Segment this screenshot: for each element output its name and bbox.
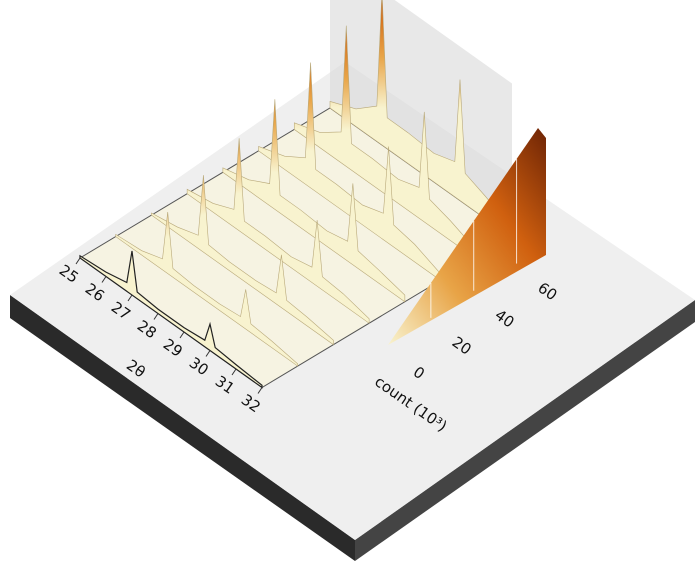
chart: 25262728293031322θ0204060count (10³) — [0, 0, 695, 561]
